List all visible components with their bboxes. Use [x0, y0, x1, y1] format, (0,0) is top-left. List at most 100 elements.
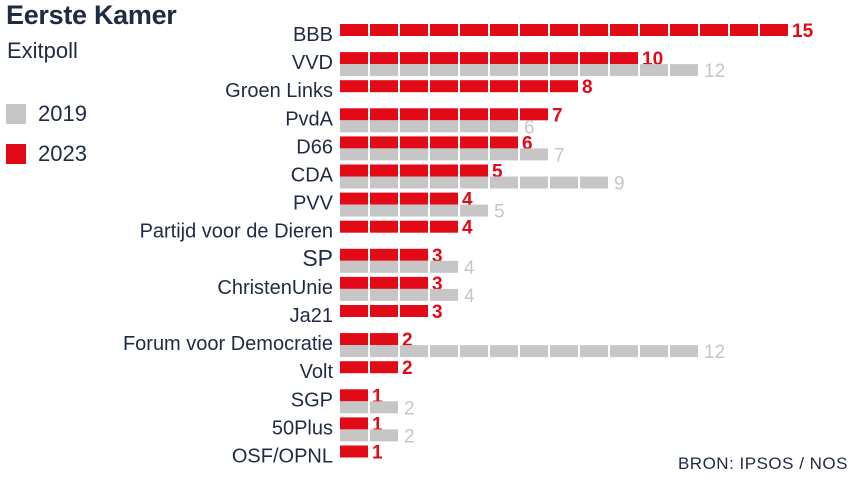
legend-swatch-2019: [6, 104, 26, 124]
bar-2019-cda-seg-2: [370, 176, 398, 189]
bar-2019-d66-seg-1: [340, 148, 368, 161]
bar-2023-partijd-voor-de-dieren-seg-3: [400, 220, 428, 233]
bar-2023-pvv-seg-4: [430, 192, 458, 205]
category-label-50plus: 50Plus: [272, 417, 333, 439]
bar-2023-vvd-seg-7: [520, 52, 548, 65]
data-label-2019-forum-voor-democratie: 12: [704, 342, 725, 363]
data-label-2019-sp: 4: [464, 258, 475, 279]
bar-2019-vvd-seg-9: [580, 64, 608, 77]
data-label-2023-ja21: 3: [432, 302, 443, 323]
bar-2023-vvd-seg-9: [580, 52, 608, 65]
bar-2019-forum-voor-democratie-seg-7: [520, 345, 548, 358]
data-label-2019-christenunie: 4: [464, 286, 475, 307]
data-label-2019-pvv: 5: [494, 202, 505, 223]
bar-2023-groen-links-seg-7: [520, 80, 548, 93]
bar-2019-vvd-seg-3: [400, 64, 428, 77]
bar-2019-forum-voor-democratie-seg-5: [460, 345, 488, 358]
bar-2019-forum-voor-democratie-seg-11: [640, 345, 668, 358]
bar-2023-vvd-seg-3: [400, 52, 428, 65]
bar-2019-cda-seg-9: [580, 176, 608, 189]
bar-2023-forum-voor-democratie-seg-1: [340, 333, 368, 346]
bar-2023-bbb-seg-1: [340, 24, 368, 36]
bar-2019-christenunie-seg-3: [400, 288, 428, 301]
bar-2019-forum-voor-democratie-seg-2: [370, 345, 398, 358]
bar-2023-bbb-seg-3: [400, 24, 428, 36]
bar-2023-50plus-seg-1: [340, 417, 368, 430]
bar-2023-bbb-seg-6: [490, 24, 518, 36]
bar-2023-vvd-seg-1: [340, 52, 368, 65]
bar-2023-pvda-seg-1: [340, 108, 368, 121]
bar-2019-pvv-seg-4: [430, 204, 458, 217]
data-label-2023-sp: 3: [432, 246, 443, 267]
chart-title: Eerste Kamer: [6, 0, 177, 30]
bar-2023-vvd-seg-2: [370, 52, 398, 65]
bar-2019-pvv-seg-2: [370, 204, 398, 217]
bar-2019-vvd-seg-10: [610, 64, 638, 77]
data-label-2023-volt: 2: [402, 358, 413, 379]
legend-item-2019: 2019: [6, 101, 87, 126]
bar-2023-pvda-seg-6: [490, 108, 518, 121]
bar-2019-vvd-seg-11: [640, 64, 668, 77]
bar-2019-pvv-seg-1: [340, 204, 368, 217]
bar-2019-vvd-seg-4: [430, 64, 458, 77]
bar-2019-pvv-seg-5: [460, 204, 488, 217]
category-label-ja21: Ja21: [290, 305, 333, 327]
bar-2023-cda-seg-4: [430, 164, 458, 177]
data-label-2023-cda: 5: [492, 162, 503, 183]
bar-2019-50plus-seg-2: [370, 429, 398, 442]
data-label-2023-pvda: 7: [552, 105, 563, 126]
bar-2019-d66-seg-3: [400, 148, 428, 161]
data-label-2019-cda: 9: [614, 174, 625, 195]
bar-2019-vvd-seg-1: [340, 64, 368, 77]
category-label-pvda: PvdA: [285, 108, 333, 130]
bar-2023-sgp-seg-1: [340, 389, 368, 402]
bar-2019-vvd-seg-8: [550, 64, 578, 77]
bar-2023-cda-seg-3: [400, 164, 428, 177]
category-label-volt: Volt: [300, 361, 334, 383]
bar-2023-partijd-voor-de-dieren-seg-4: [430, 220, 458, 233]
bar-2023-groen-links-seg-3: [400, 80, 428, 93]
bar-2023-d66-seg-3: [400, 136, 428, 149]
bar-2023-sp-seg-2: [370, 248, 398, 261]
bar-2023-vvd-seg-10: [610, 52, 638, 65]
data-label-2023-osf-opnl: 1: [372, 443, 383, 464]
bar-2023-groen-links-seg-4: [430, 80, 458, 93]
bar-2023-d66-seg-4: [430, 136, 458, 149]
bar-2019-d66-seg-7: [520, 148, 548, 161]
bar-2019-d66-seg-5: [460, 148, 488, 161]
bar-2019-pvda-seg-1: [340, 120, 368, 133]
data-label-2023-d66: 6: [522, 133, 533, 154]
bar-2019-forum-voor-democratie-seg-1: [340, 345, 368, 358]
chart-subtitle: Exitpoll: [7, 38, 78, 63]
bar-2019-sp-seg-3: [400, 260, 428, 273]
bar-2023-pvv-seg-2: [370, 192, 398, 205]
bar-2019-cda-seg-7: [520, 176, 548, 189]
data-label-2019-d66: 7: [554, 145, 565, 166]
bar-2019-cda-seg-8: [550, 176, 578, 189]
data-label-2023-forum-voor-democratie: 2: [402, 330, 413, 351]
legend-label-2023: 2023: [38, 141, 87, 166]
bar-2019-forum-voor-democratie-seg-12: [670, 345, 698, 358]
bar-2019-christenunie-seg-4: [430, 288, 458, 301]
bar-2019-christenunie-seg-1: [340, 288, 368, 301]
bar-2019-cda-seg-4: [430, 176, 458, 189]
bar-2023-pvda-seg-7: [520, 108, 548, 121]
data-label-2023-christenunie: 3: [432, 274, 443, 295]
data-label-2019-vvd: 12: [704, 61, 725, 82]
bar-2023-christenunie-seg-3: [400, 276, 428, 289]
data-label-2023-groen-links: 8: [582, 77, 593, 98]
bar-2023-bbb-seg-12: [670, 24, 698, 36]
bar-2023-cda-seg-5: [460, 164, 488, 177]
bar-2019-vvd-seg-12: [670, 64, 698, 77]
bar-2019-sgp-seg-1: [340, 401, 368, 414]
bar-2023-forum-voor-democratie-seg-2: [370, 333, 398, 346]
bar-2023-ja21-seg-3: [400, 305, 428, 317]
bar-2019-cda-seg-5: [460, 176, 488, 189]
bar-2023-pvv-seg-3: [400, 192, 428, 205]
bar-2023-pvda-seg-4: [430, 108, 458, 121]
legend-label-2019: 2019: [38, 101, 87, 126]
bar-2019-sp-seg-4: [430, 260, 458, 273]
bar-2023-osf-opnl-seg-1: [340, 445, 368, 458]
legend: 2019 2023: [6, 101, 87, 184]
bar-2019-sgp-seg-2: [370, 401, 398, 414]
